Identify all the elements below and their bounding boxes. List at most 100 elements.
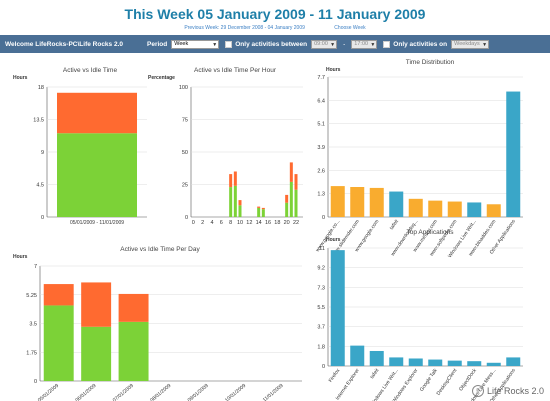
time-from-select[interactable]: 09:00 ▼ <box>311 39 338 49</box>
top_apps-y-tick-label: 7.3 <box>317 285 325 291</box>
time-to-select[interactable]: 17:00 ▼ <box>351 39 378 49</box>
top_apps-bar <box>506 357 521 366</box>
top-apps-unit: Hours <box>326 237 341 243</box>
distribution-bar <box>428 200 443 217</box>
per_hour-idle-bar <box>238 200 242 206</box>
per_hour-active-bar <box>257 207 261 217</box>
distribution-y-tick-label: 2.6 <box>317 168 325 174</box>
per_hour-active-bar <box>233 185 237 217</box>
top_apps-bar <box>369 350 384 366</box>
logo-icon: © <box>471 385 484 397</box>
per_day-x-tick-label: 11/01/2009 <box>262 383 285 401</box>
previous-week-link[interactable]: Previous Week: 29 December 2008 - 04 Jan… <box>184 25 305 31</box>
distribution-title: Time Distribution <box>405 59 455 66</box>
days-select[interactable]: Weekdays ▼ <box>451 39 490 49</box>
active-idle-unit: Hours <box>13 75 28 81</box>
top_apps-y-tick-label: 9.2 <box>317 266 325 272</box>
per_hour-idle-bar <box>294 174 298 190</box>
watermark: © Life Rocks 2.0 <box>471 385 544 397</box>
active_idle-y-tick-label: 13.5 <box>33 118 44 124</box>
top_apps-x-tick-label: Google Talk <box>419 367 439 392</box>
per_hour-x-tick-label: 18 <box>274 220 280 226</box>
distribution-bar <box>389 191 404 217</box>
active_idle-idle-bar <box>57 92 137 134</box>
period-value: Week <box>174 41 189 47</box>
distribution-y-tick-label: 6.4 <box>317 98 325 104</box>
active_idle-active-bar <box>57 133 137 217</box>
distribution-y-tick-label: 3.9 <box>317 145 325 151</box>
top_apps-bar <box>447 360 462 366</box>
distribution-unit: Hours <box>326 67 341 73</box>
top_apps-bar <box>408 358 423 366</box>
per_hour-x-tick-label: 16 <box>265 220 271 226</box>
only-between-label: Only activities between <box>235 40 308 48</box>
per_hour-active-bar <box>285 202 289 217</box>
per_day-y-tick-label: 3.5 <box>29 322 37 328</box>
per_hour-y-tick-label: 75 <box>182 118 188 124</box>
per_hour-idle-bar <box>233 171 237 186</box>
per_hour-active-bar <box>229 187 233 217</box>
welcome-text: Welcome LifeRocks-PC\Life Rocks 2.0 <box>5 40 124 48</box>
per-day-unit: Hours <box>13 254 28 260</box>
page-title: This Week 05 January 2009 - 11 January 2… <box>124 6 426 22</box>
distribution-bar <box>486 204 501 217</box>
per_hour-idle-bar <box>229 174 233 188</box>
distribution-bar <box>369 187 384 217</box>
per_hour-x-tick-label: 6 <box>220 220 223 226</box>
only-between-checkbox[interactable] <box>225 40 233 48</box>
active_idle-y-tick-label: 18 <box>38 85 44 91</box>
per_day-y-tick-label: 5.25 <box>26 293 37 299</box>
top_apps-bar <box>428 359 443 366</box>
top_apps-y-tick-label: 1.8 <box>317 344 325 350</box>
per_day-idle-bar <box>118 293 149 322</box>
per_day-active-bar <box>118 321 149 381</box>
per_hour-x-tick-label: 10 <box>237 220 243 226</box>
top_apps-bar <box>350 345 365 366</box>
per_hour-active-bar <box>294 189 298 217</box>
per_hour-x-tick-label: 8 <box>229 220 232 226</box>
chevron-down-icon: ▼ <box>330 41 336 48</box>
choose-week-link[interactable]: Choose Week <box>334 25 366 31</box>
distribution-y-tick-label: 7.7 <box>317 75 325 81</box>
top_apps-bar <box>467 361 482 366</box>
distribution-bar <box>350 187 365 217</box>
per_day-y-tick-label: 0 <box>34 379 37 385</box>
per_day-x-tick-label: 10/01/2009 <box>224 383 247 401</box>
distribution-bar <box>447 201 462 217</box>
per_day-y-tick-label: 7 <box>34 264 37 270</box>
chevron-down-icon: ▼ <box>482 41 488 48</box>
time-dash: - <box>343 40 346 48</box>
distribution-bar <box>408 198 423 217</box>
chevron-down-icon: ▼ <box>212 41 218 48</box>
active-idle-title: Active vs Idle Time <box>62 67 118 74</box>
top_apps-x-tick-label: DesktopClient <box>436 367 459 396</box>
only-on-checkbox[interactable] <box>383 40 391 48</box>
per_hour-active-bar <box>238 205 242 217</box>
per_hour-idle-bar <box>285 194 289 203</box>
filter-toolbar: Welcome LifeRocks-PC\Life Rocks 2.0 Peri… <box>0 35 550 53</box>
per_day-x-tick-label: 08/01/2009 <box>149 383 172 401</box>
watermark-text: Life Rocks 2.0 <box>486 386 544 396</box>
time-from-value: 09:00 <box>314 41 328 47</box>
per_hour-y-tick-label: 25 <box>182 183 188 189</box>
top_apps-x-tick-label: tafeit <box>369 367 380 380</box>
only-on-label: Only activities on <box>393 40 448 48</box>
per_day-x-tick-label: 09/01/2009 <box>187 383 210 401</box>
per_hour-x-tick-label: 2 <box>201 220 204 226</box>
distribution-y-tick-label: 0 <box>322 215 325 221</box>
distribution-y-tick-label: 5.1 <box>317 122 325 128</box>
period-select[interactable]: Week ▼ <box>171 39 220 49</box>
per-day-title: Active vs Idle Time Per Day <box>120 246 200 253</box>
chevron-down-icon: ▼ <box>370 41 376 48</box>
active_idle-x-tick-label: 05/01/2009 - 11/01/2009 <box>70 220 124 226</box>
per_hour-y-tick-label: 0 <box>185 215 188 221</box>
top_apps-bar <box>389 357 404 366</box>
per_hour-x-tick-label: 12 <box>246 220 252 226</box>
per_day-idle-bar <box>81 282 112 327</box>
week-nav: Previous Week: 29 December 2008 - 04 Jan… <box>0 25 550 31</box>
per-hour-unit: Percentage <box>148 75 175 81</box>
per_hour-idle-bar <box>289 162 293 182</box>
top_apps-y-tick-label: 11 <box>319 246 325 252</box>
per_day-active-bar <box>81 326 112 381</box>
